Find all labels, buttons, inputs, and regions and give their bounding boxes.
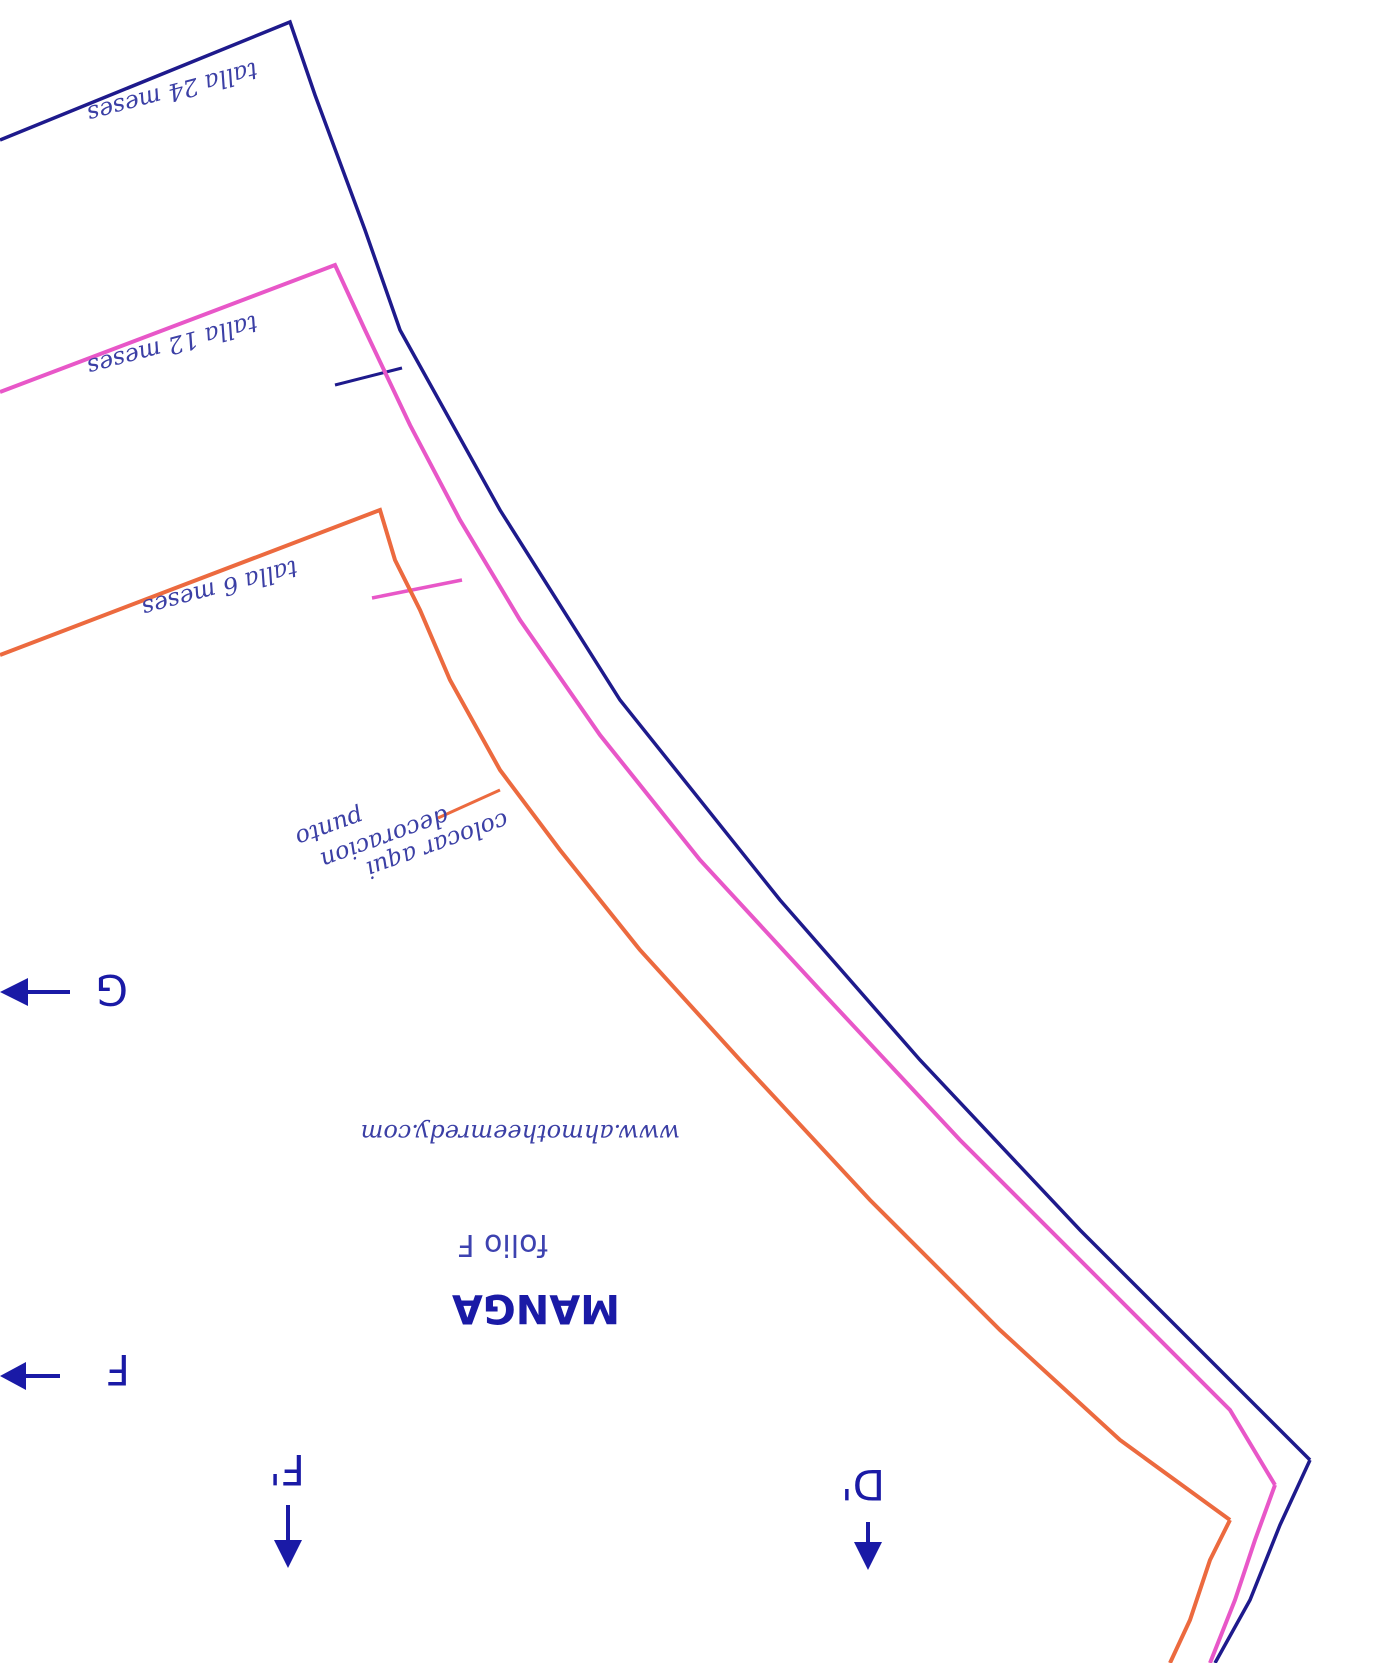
- svg-text:F': F': [269, 1445, 305, 1494]
- size-6-outline: [0, 507, 1232, 1663]
- size-12-label: talla 12 meses: [84, 309, 260, 381]
- svg-text:D': D': [841, 1460, 885, 1509]
- size-12-outline: [0, 262, 1277, 1663]
- size-24-outline: [0, 19, 1312, 1663]
- size-24-label: talla 24 meses: [84, 56, 260, 128]
- marker-g: G: [0, 965, 128, 1014]
- folio-label: folio F: [457, 1227, 548, 1262]
- svg-text:G: G: [95, 965, 128, 1014]
- svg-text:F: F: [106, 1345, 130, 1394]
- website-text: www.ahmotheemredy.com: [361, 1119, 680, 1147]
- marker-d-prime: D': [841, 1460, 885, 1570]
- piece-name: MANGA: [452, 1285, 620, 1331]
- marker-f-prime: F': [269, 1445, 305, 1568]
- size-6-label: talla 6 meses: [139, 554, 301, 622]
- placement-note: colocar aqui decoracion punto: [292, 802, 513, 884]
- marker-f: F: [0, 1345, 130, 1394]
